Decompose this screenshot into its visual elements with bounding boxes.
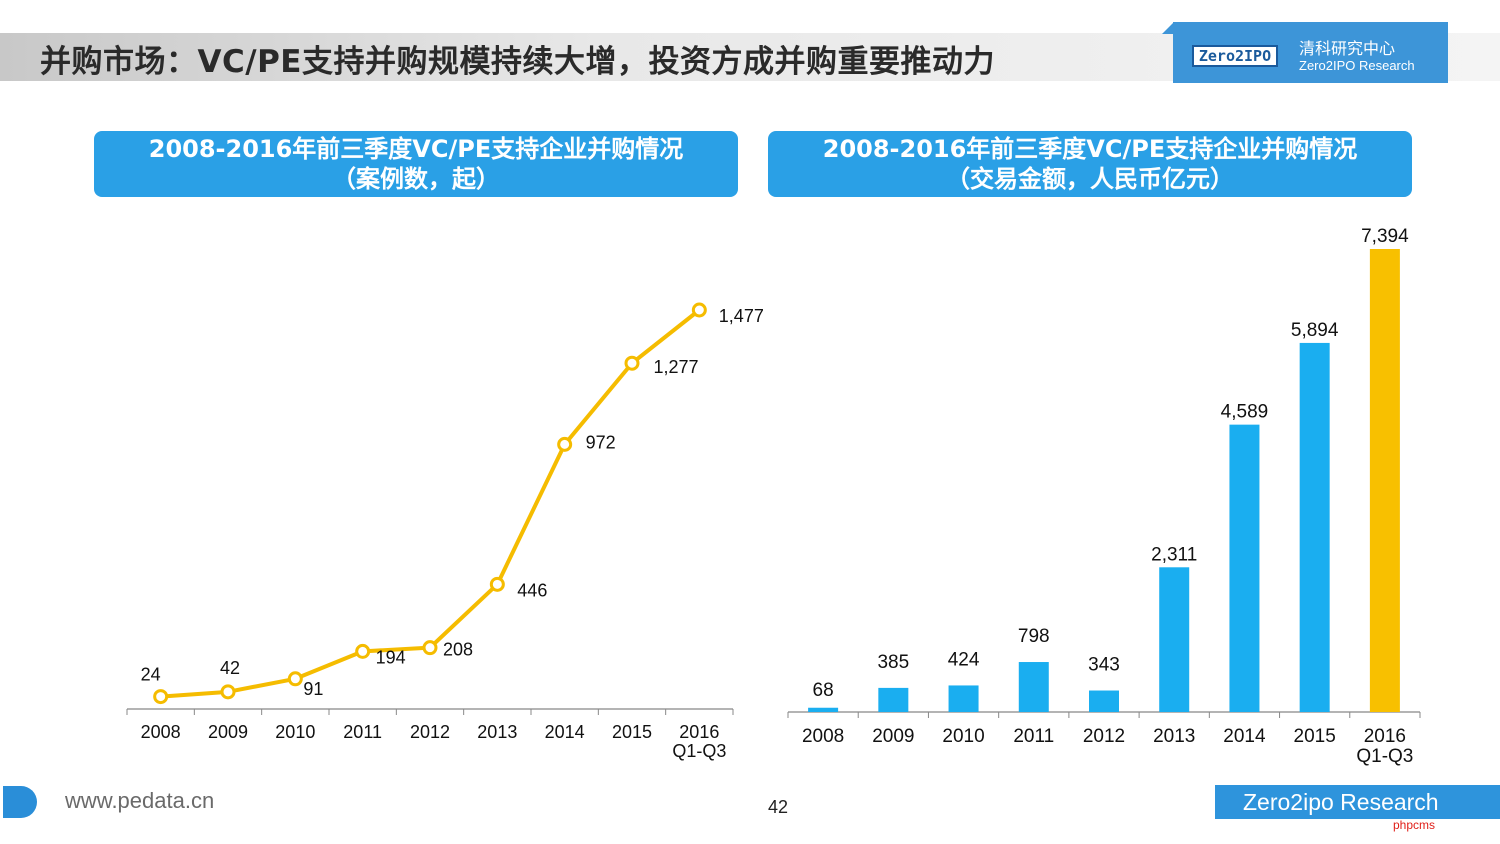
- line-chart-point: [557, 436, 573, 452]
- line-chart-x-tick-label: 2009: [208, 722, 248, 742]
- line-chart-x-tick-label: 2010: [275, 722, 315, 742]
- page-title: 并购市场：VC/PE支持并购规模持续大增，投资方成并购重要推动力: [40, 44, 995, 80]
- bar-chart-data-label: 5,894: [1291, 320, 1339, 341]
- bar-chart-bar: [1089, 690, 1119, 712]
- line-chart-data-label: 24: [141, 665, 161, 685]
- bar-chart-bar: [878, 687, 909, 712]
- bar-chart-x-tick-label: 2011: [1013, 726, 1054, 747]
- line-chart-x-tick-label: 2016: [679, 722, 719, 742]
- bar-chart-x-tick-label: 2010: [942, 726, 984, 747]
- zero2ipo-logo-icon: Zero2IPO: [1192, 45, 1278, 67]
- footer-marker-icon: [3, 786, 37, 818]
- logo-tab: [1162, 22, 1174, 34]
- bar-chart-bar: [948, 685, 979, 712]
- watermark: phpcms: [1393, 818, 1436, 832]
- bar-chart-x-tick-label: 2016: [1364, 726, 1406, 747]
- logo-cn-text: 清科研究中心: [1299, 39, 1396, 58]
- bar-chart-bar: [1299, 342, 1330, 712]
- bar-chart-bar: [1229, 424, 1260, 712]
- line-chart-point: [287, 671, 303, 687]
- line-chart-header: 2008-2016年前三季度VC/PE支持企业并购情况 （案例数，起）: [94, 131, 738, 197]
- bar-chart-subtitle: （交易金额，人民币亿元）: [946, 165, 1234, 193]
- line-chart-data-label: 972: [586, 432, 616, 452]
- line-chart-x-tick-label: 2015: [612, 722, 652, 742]
- bar-chart-x-tick-label: 2012: [1083, 726, 1125, 747]
- line-chart-x-tick-label: Q1-Q3: [672, 741, 726, 761]
- bar-chart-title: 2008-2016年前三季度VC/PE支持企业并购情况: [822, 135, 1358, 163]
- line-chart-x-tick-label: 2008: [141, 722, 181, 742]
- bar-chart-data-label: 343: [1088, 655, 1120, 676]
- bar-chart-bar: [1018, 662, 1049, 712]
- bar-chart-bar: [1159, 567, 1190, 712]
- bar-chart-data-label: 4,589: [1221, 402, 1269, 423]
- bar-chart-data-label: 2,311: [1151, 544, 1197, 565]
- line-chart-point: [624, 355, 640, 371]
- bar-chart-bar: [1369, 249, 1400, 712]
- line-chart-point: [422, 640, 438, 656]
- bar-chart-x-tick-label: 2009: [872, 726, 914, 747]
- bar-chart-data-label: 7,394: [1361, 226, 1409, 247]
- line-chart-data-label: 208: [443, 640, 473, 660]
- footer-url: www.pedata.cn: [65, 788, 215, 813]
- line-chart-x-tick-label: 2014: [545, 722, 585, 742]
- line-chart-point: [153, 689, 169, 705]
- line-chart-subtitle: （案例数，起）: [332, 165, 500, 193]
- line-chart-data-label: 91: [303, 679, 323, 699]
- bar-chart-bar: [808, 707, 839, 712]
- line-chart-point: [220, 684, 236, 700]
- bar-chart-x-tick-label: 2015: [1294, 726, 1336, 747]
- line-chart-point: [691, 302, 707, 318]
- line-chart-point: [355, 643, 371, 659]
- page-number: 42: [768, 797, 789, 817]
- bar-chart-x-tick-label: Q1-Q3: [1356, 746, 1413, 767]
- logo-en-text: Zero2IPO Research: [1299, 58, 1415, 73]
- footer-brand: Zero2ipo Research: [1215, 785, 1500, 819]
- line-chart-data-label: 1,277: [653, 357, 698, 377]
- line-chart-data-label: 42: [220, 658, 240, 678]
- line-chart-data-label: 1,477: [719, 306, 764, 326]
- bar-chart-x-tick-label: 2013: [1153, 726, 1195, 747]
- bar-chart-data-label: 68: [813, 680, 834, 701]
- line-chart-x-tick-label: 2011: [343, 722, 382, 742]
- line-chart-series-line: [160, 308, 701, 699]
- line-chart-data-label: 194: [376, 647, 406, 667]
- line-chart-point: [489, 576, 505, 592]
- bar-chart-x-tick-label: 2014: [1223, 726, 1266, 747]
- line-chart-x-tick-label: 2013: [477, 722, 517, 742]
- bar-chart-data-label: 385: [877, 652, 909, 673]
- line-chart-data-label: 446: [517, 580, 547, 600]
- bar-chart-data-label: 798: [1018, 626, 1050, 647]
- bar-chart-data-label: 424: [948, 649, 980, 670]
- line-chart-x-tick-label: 2012: [410, 722, 450, 742]
- line-chart-title: 2008-2016年前三季度VC/PE支持企业并购情况: [148, 135, 684, 163]
- bar-chart-x-tick-label: 2008: [802, 726, 844, 747]
- bar-chart-header: 2008-2016年前三季度VC/PE支持企业并购情况 （交易金额，人民币亿元）: [768, 131, 1412, 197]
